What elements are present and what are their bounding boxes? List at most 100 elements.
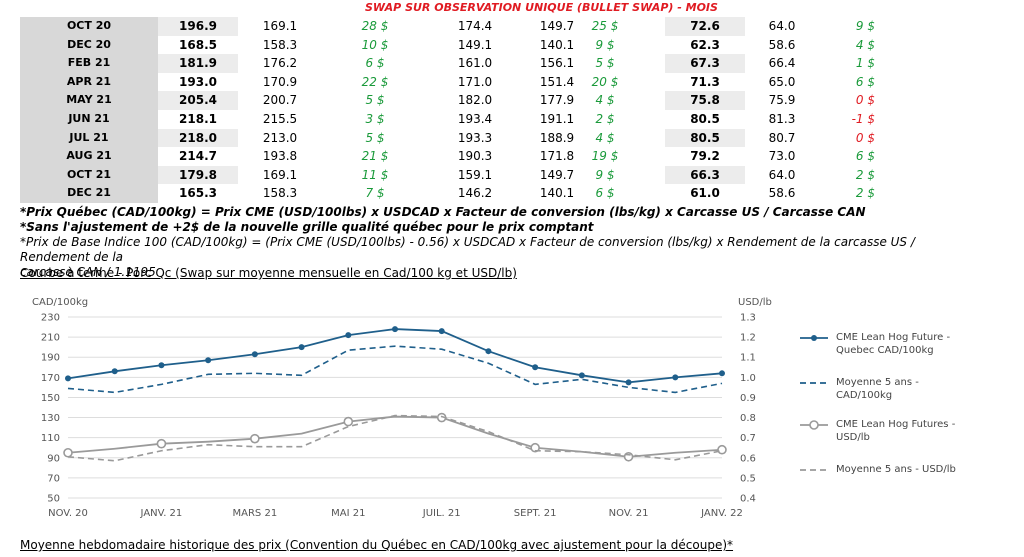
y-tick-right: 1.3 (740, 313, 756, 324)
table-cell-c5: 171.8 (539, 149, 575, 164)
data-point (65, 375, 71, 382)
table-cell-c9: 0 $ (855, 130, 875, 145)
table-cell-c2: 176.2 (262, 56, 298, 71)
table-cell-c5: 149.7 (539, 167, 575, 182)
data-point (298, 344, 305, 351)
table-cell-c7: 80.5 (690, 111, 720, 126)
y-tick-right: 0.9 (740, 393, 756, 404)
y-axis-label-left: CAD/100kg (32, 297, 88, 308)
table-cell-c5: 188.9 (539, 130, 575, 145)
table-row: JUN 21 218.1 215.5 3 $ 193.4 191.1 2 $ 80.5 81.3… (20, 109, 900, 129)
table-cell-c3: 10 $ (361, 37, 389, 52)
table-cell-c1: 214.7 (179, 149, 217, 164)
data-point (205, 357, 212, 364)
x-tick-label: JUIL. 21 (422, 508, 461, 519)
table-cell-c9: -1 $ (851, 111, 875, 126)
table-cell-c4: 171.0 (457, 74, 493, 89)
table-cell-c4: 193.3 (457, 130, 493, 145)
data-point (111, 368, 118, 375)
table-cell-c6: 4 $ (595, 93, 615, 108)
y-axis-label-right: USD/lb (738, 297, 772, 308)
data-point (63, 447, 73, 458)
table-cell-c4: 161.0 (457, 56, 493, 71)
table-cell-c6: 6 $ (595, 186, 615, 201)
table-cell-c2: 193.8 (262, 149, 298, 164)
data-point (485, 348, 492, 355)
table-cell-c4: 159.1 (457, 167, 493, 182)
table-cell-c5: 149.7 (539, 19, 575, 33)
table-cell-c2: 158.3 (262, 186, 298, 201)
x-tick-label: JANV. 22 (700, 508, 743, 519)
table-cell-c1: 196.9 (158, 17, 238, 36)
notes: *Prix Québec (CAD/100kg) = Prix CME (USD… (20, 205, 980, 280)
table-cell-c1: 181.9 (158, 54, 238, 73)
table-cell-c9: 6 $ (855, 74, 875, 89)
table-cell-month: MAY 21 (20, 91, 158, 110)
table-cell-month: AUG 21 (20, 147, 158, 166)
table-cell-c5: 191.1 (539, 111, 575, 126)
table-cell-c9: 2 $ (855, 167, 875, 182)
y-tick-left: 50 (47, 494, 60, 505)
legend-marker (811, 335, 817, 341)
note-1: *Prix Québec (CAD/100kg) = Prix CME (USD… (20, 205, 866, 219)
y-tick-left: 230 (41, 313, 60, 324)
table-cell-c6: 5 $ (595, 56, 615, 71)
y-tick-left: 150 (41, 393, 60, 404)
note-2: *Sans l'ajustement de +2$ de la nouvelle… (20, 220, 594, 234)
table-cell-c7: 67.3 (665, 54, 745, 73)
y-tick-right: 0.5 (740, 473, 756, 484)
data-point (250, 433, 260, 444)
table-cell-c3: 5 $ (365, 93, 385, 108)
table-cell-c6: 25 $ (591, 19, 619, 33)
table-cell-c2: 169.1 (262, 19, 298, 33)
table-cell-c5: 140.1 (539, 186, 575, 201)
legend-label: CME Lean Hog Futures -USD/lb (836, 419, 956, 443)
series-line-3 (67, 414, 723, 462)
table-cell-c2: 215.5 (262, 111, 298, 126)
table-cell-c3: 7 $ (365, 186, 385, 201)
table-cell-month: OCT 20 (20, 17, 158, 36)
table-cell-c7: 80.5 (665, 128, 745, 148)
table-cell-c1: 193.0 (179, 74, 217, 89)
table-cell-c8: 66.4 (768, 56, 796, 71)
legend-label: Moyenne 5 ans -CAD/100kg (836, 377, 919, 401)
table-cell-c5: 151.4 (539, 74, 575, 89)
table-cell-c2: 158.3 (262, 37, 298, 52)
table-cell-c2: 169.1 (262, 167, 298, 182)
table-cell-c7: 61.0 (690, 186, 720, 201)
table-cell-c1: 218.0 (158, 128, 238, 148)
table-cell-c8: 80.7 (768, 130, 796, 145)
data-point (719, 370, 725, 377)
table-cell-c1: 168.5 (179, 37, 217, 52)
table-cell-c6: 9 $ (595, 167, 615, 182)
table-row: AUG 21 214.7 193.8 21 $ 190.3 171.8 19 $ 79.2 73… (20, 147, 900, 166)
table-title: SWAP SUR OBSERVATION UNIQUE (BULLET SWAP… (365, 1, 718, 14)
table-cell-c5: 156.1 (539, 56, 575, 71)
table-row: APR 21 193.0 170.9 22 $ 171.0 151.4 20 $ 71.3 65… (20, 72, 900, 92)
table-cell-c6: 9 $ (595, 37, 615, 52)
table-cell-c4: 174.4 (457, 19, 493, 33)
table-cell-c4: 146.2 (457, 186, 493, 201)
table-cell-c8: 81.3 (768, 111, 796, 126)
table-cell-c7: 71.3 (690, 74, 720, 89)
table-cell-c4: 190.3 (457, 149, 493, 164)
table-title-bar: SWAP SUR OBSERVATION UNIQUE (BULLET SWAP… (0, 0, 1024, 16)
table-cell-c8: 75.9 (768, 93, 796, 108)
y-tick-right: 0.4 (740, 494, 756, 505)
data-point (530, 442, 540, 453)
y-tick-left: 130 (41, 413, 60, 424)
table-cell-c6: 2 $ (595, 111, 615, 126)
swap-table: OCT 20 196.9 169.1 28 $ 174.4 149.7 25 $ 72.6 64… (20, 17, 900, 203)
table-cell-month: JUN 21 (20, 109, 158, 129)
table-cell-month: DEC 20 (20, 35, 158, 55)
table-cell-month: JUL 21 (20, 128, 158, 148)
legend-marker (809, 420, 819, 430)
table-cell-c1: 165.3 (179, 186, 217, 201)
legend-label: CME Lean Hog Future -Quebec CAD/100kg (836, 332, 950, 356)
data-point (578, 372, 585, 379)
table-row: OCT 21 179.8 169.1 11 $ 159.1 149.7 9 $ 66.3 64.… (20, 165, 900, 185)
table-cell-c2: 213.0 (262, 130, 298, 145)
data-point (438, 328, 445, 335)
table-cell-c5: 177.9 (539, 93, 575, 108)
table-cell-c4: 149.1 (457, 37, 493, 52)
